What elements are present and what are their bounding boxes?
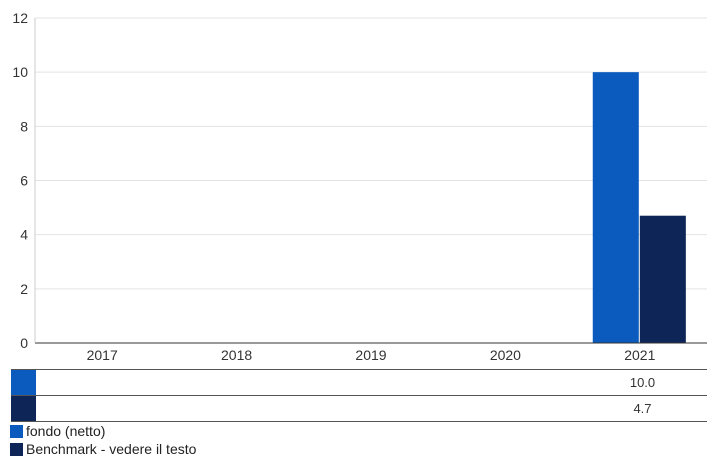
table-cell	[440, 370, 575, 395]
x-tick-label: 2019	[355, 347, 386, 363]
table-row-fondo: 10.0	[11, 369, 707, 395]
y-axis-ticks: 0 2 4 6 8 10 12	[12, 10, 28, 351]
legend-swatch-fondo	[10, 425, 23, 438]
y-tick-label: 4	[20, 227, 28, 243]
bar-benchmark-2021	[639, 215, 686, 343]
bar-chart: 0 2 4 6 8 10 12 2017 2018 2019 2020 2021	[12, 10, 707, 363]
y-tick-label: 6	[20, 173, 28, 189]
legend-label-fondo: fondo (netto)	[26, 423, 106, 439]
x-axis-ticks: 2017 2018 2019 2020 2021	[87, 347, 656, 363]
table-cell	[305, 396, 440, 421]
legend-swatch-benchmark	[10, 443, 23, 456]
benchmark-swatch	[11, 396, 36, 421]
x-tick-label: 2018	[221, 347, 252, 363]
bar-fondo-2021	[592, 72, 639, 344]
x-tick-label: 2020	[490, 347, 521, 363]
table-cell	[440, 396, 575, 421]
table-cell	[170, 370, 305, 395]
x-tick-label: 2021	[624, 347, 655, 363]
table-cell	[35, 396, 170, 421]
table-cell	[35, 370, 170, 395]
table-row-benchmark: 4.7	[11, 395, 707, 422]
table-cell	[305, 370, 440, 395]
y-tick-label: 10	[12, 64, 28, 80]
y-tick-label: 12	[12, 10, 28, 26]
table-cell	[170, 396, 305, 421]
bars	[592, 72, 686, 344]
table-cell-fondo-2021: 10.0	[629, 375, 656, 390]
legend-item-benchmark: Benchmark - vedere il testo	[10, 441, 196, 457]
y-tick-label: 8	[20, 118, 28, 134]
table-cell-benchmark-2021: 4.7	[633, 401, 652, 416]
y-tick-label: 0	[20, 335, 28, 351]
y-tick-label: 2	[20, 281, 28, 297]
fondo-swatch	[11, 370, 36, 395]
legend-item-fondo: fondo (netto)	[10, 423, 105, 439]
legend-label-benchmark: Benchmark - vedere il testo	[26, 441, 197, 457]
x-tick-label: 2017	[87, 347, 118, 363]
